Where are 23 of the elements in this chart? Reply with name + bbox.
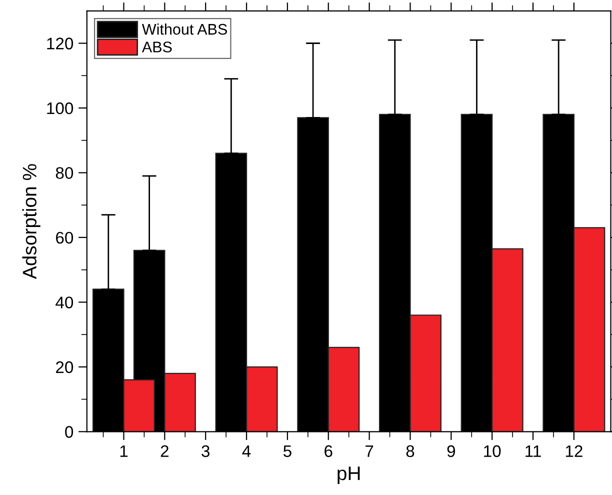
x-tick-label: 2: [160, 445, 168, 457]
x-tick-label: 11: [526, 445, 541, 457]
x-axis-title: pH: [338, 466, 360, 484]
y-tick-label: 100: [47, 102, 74, 114]
x-tick-label: 10: [484, 445, 501, 458]
x-tick-label: 7: [366, 445, 374, 457]
legend-label: Without ABS: [142, 24, 227, 35]
y-tick-label: 20: [56, 361, 74, 374]
y-tick-label: 60: [56, 232, 74, 244]
x-tick-label: 1: [120, 445, 128, 457]
x-tick-label: 9: [447, 445, 456, 458]
x-tick-label: 12: [566, 445, 582, 457]
y-tick-label: 80: [56, 167, 74, 179]
x-tick-label: 6: [324, 445, 332, 458]
y-tick-label: 0: [65, 426, 74, 438]
y-axis-title: Adsorption %: [22, 164, 40, 280]
x-tick-label: 3: [202, 445, 210, 458]
legend-label: ABS: [142, 42, 172, 52]
x-tick-label: 4: [242, 445, 251, 457]
y-tick-label: 40: [56, 296, 74, 308]
x-tick-label: 8: [406, 445, 414, 458]
y-tick-label: 120: [47, 38, 74, 50]
x-tick-label: 5: [283, 445, 292, 458]
